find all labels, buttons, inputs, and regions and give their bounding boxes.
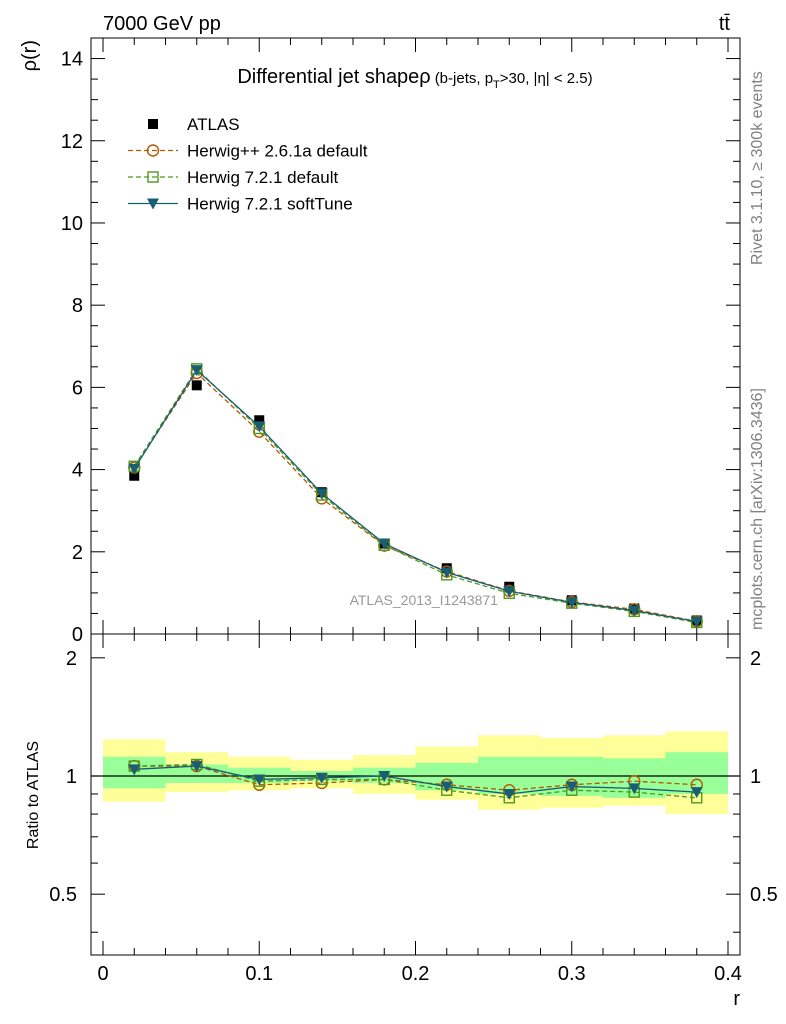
data-point (191, 380, 202, 391)
ratio-y-tick-label-right: 0.5 (750, 884, 778, 906)
legend-label: Herwig++ 2.6.1a default (187, 142, 368, 161)
y-tick-label: 12 (61, 131, 83, 153)
legend-entry: ATLAS (148, 115, 240, 134)
data-point (254, 415, 265, 426)
y-axis-label: ρ(r) (19, 40, 41, 71)
main-plot-panel: Differential jet shapeρ (b-jets, pT>30, |… (19, 37, 741, 646)
y-tick-label: 2 (72, 542, 83, 564)
data-point (128, 764, 141, 776)
ratio-y-tick-label-right: 1 (750, 766, 761, 788)
ratio-y-tick-label: 2 (66, 648, 77, 670)
band-inner (665, 752, 728, 794)
data-point (565, 781, 578, 793)
data-point (628, 783, 641, 795)
y-tick-label: 10 (61, 213, 83, 235)
series-line (134, 763, 697, 799)
data-point (128, 463, 141, 475)
series-line (133, 369, 697, 623)
ratio-series-group (128, 758, 703, 804)
ratio-y-axis: 0.5 0.5 1 1 2 2 (49, 648, 778, 933)
y-tick-label: 0 (72, 624, 83, 646)
x-tick-label: 0.3 (558, 963, 586, 985)
data-point (690, 616, 703, 628)
rivet-label: Rivet 3.1.10, ≥ 300k events (749, 71, 766, 265)
data-point (378, 771, 391, 783)
legend-entry: Herwig 7.2.1 default (128, 168, 338, 187)
series-line (133, 371, 697, 622)
series-herwig-2-6-1a-default (128, 366, 703, 628)
main-series-group (128, 363, 703, 629)
series-herwig-7-2-1-default (128, 363, 703, 629)
data-point (129, 470, 140, 481)
process-label: tt̄ (719, 13, 731, 35)
main-y-axis: 0 2 4 6 8 10 12 14 (61, 37, 740, 646)
data-point (253, 421, 266, 433)
energy-label: 7000 GeV pp (103, 13, 221, 35)
data-point (253, 774, 266, 786)
band-inner (478, 756, 541, 794)
legend-label: Herwig 7.2.1 softTune (187, 195, 353, 214)
mcplots-label: mcplots.cern.ch [arXiv:1306.3436] (749, 388, 766, 630)
legend-marker (148, 119, 158, 129)
analysis-label: ATLAS_2013_I1243871 (350, 592, 499, 608)
y-tick-label: 4 (72, 460, 83, 482)
legend-marker (147, 198, 159, 210)
ratio-y-axis-label: Ratio to ATLAS (25, 741, 42, 849)
legend-marker (146, 144, 160, 157)
data-point (315, 772, 328, 784)
data-point (690, 787, 703, 799)
data-point (628, 605, 641, 617)
ratio-plot-panel: Ratio to ATLAS r 0.5 0.5 1 1 2 2 0 0.1 0.2 0.3 0.… (25, 633, 778, 1010)
main-x-axis (102, 38, 729, 634)
legend-label: ATLAS (187, 115, 240, 134)
data-point (503, 788, 516, 800)
ratio-y-tick-label: 1 (66, 766, 77, 788)
ratio-x-axis: 0 0.1 0.2 0.3 0.4 (97, 634, 742, 985)
y-tick-label: 8 (72, 295, 83, 317)
x-tick-label: 0.1 (245, 963, 273, 985)
legend-marker (147, 171, 159, 183)
x-axis-label: r (733, 988, 740, 1010)
data-point (190, 761, 203, 773)
series-herwig-7-2-1-softtune (128, 761, 703, 800)
series-line (133, 367, 697, 624)
y-tick-label: 6 (72, 377, 83, 399)
uncertainty-bands (91, 731, 740, 815)
ratio-y-tick-label: 0.5 (49, 884, 77, 906)
series-atlas (129, 380, 702, 626)
main-title: Differential jet shapeρ (b-jets, pT>30, |… (237, 66, 592, 91)
data-point (503, 586, 516, 598)
series-line (134, 765, 697, 791)
legend-entry: Herwig++ 2.6.1a default (128, 142, 368, 161)
data-point (190, 365, 203, 377)
data-point (440, 781, 453, 793)
data-point (565, 597, 578, 609)
ratio-y-tick-label-right: 2 (750, 648, 761, 670)
x-tick-label: 0.4 (714, 963, 742, 985)
y-tick-label: 14 (61, 49, 83, 71)
data-point (315, 488, 328, 500)
legend-label: Herwig 7.2.1 default (187, 168, 338, 187)
series-herwig-7-2-1-softtune (128, 365, 703, 628)
data-point (378, 538, 391, 550)
legend-entry: Herwig 7.2.1 softTune (128, 195, 353, 214)
x-tick-label: 0 (97, 963, 108, 985)
x-tick-label: 0.2 (402, 963, 430, 985)
data-point (440, 567, 453, 579)
series-line (134, 765, 697, 795)
legend: ATLAS Herwig++ 2.6.1a default Herwig 7.2.1… (128, 115, 368, 214)
